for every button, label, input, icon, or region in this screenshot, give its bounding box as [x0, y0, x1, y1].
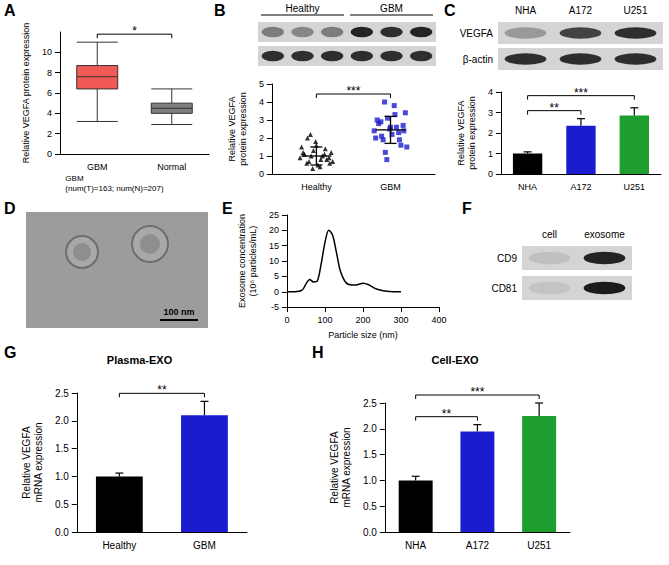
- svg-text:Relative VEGFA: Relative VEGFA: [21, 426, 32, 499]
- svg-text:exosome: exosome: [584, 229, 625, 240]
- svg-text:D: D: [4, 200, 16, 217]
- svg-text:0: 0: [259, 169, 264, 179]
- svg-text:Particle size (nm): Particle size (nm): [328, 330, 398, 340]
- svg-text:***: ***: [346, 84, 360, 98]
- svg-text:C: C: [444, 2, 456, 19]
- svg-text:0.5: 0.5: [55, 499, 69, 510]
- svg-text:5: 5: [274, 271, 279, 281]
- svg-text:25: 25: [269, 210, 279, 220]
- svg-text:Relative VEGFA: Relative VEGFA: [227, 96, 237, 161]
- svg-text:NHA: NHA: [405, 540, 426, 551]
- svg-text:200: 200: [355, 315, 370, 325]
- svg-text:10: 10: [42, 47, 52, 57]
- svg-text:1.0: 1.0: [55, 471, 69, 482]
- svg-text:0.5: 0.5: [363, 501, 377, 512]
- svg-text:15: 15: [269, 241, 279, 251]
- svg-text:400: 400: [431, 315, 446, 325]
- svg-text:8: 8: [47, 68, 52, 78]
- svg-text:GBM: GBM: [87, 162, 108, 172]
- svg-text:***: ***: [574, 86, 588, 100]
- svg-text:CD9: CD9: [497, 253, 517, 264]
- svg-text:mRNA expression: mRNA expression: [341, 427, 352, 507]
- svg-text:2: 2: [47, 129, 52, 139]
- svg-text:cell: cell: [542, 229, 557, 240]
- svg-text:NHA: NHA: [515, 5, 536, 16]
- svg-text:A172: A172: [569, 5, 593, 16]
- svg-text:2.0: 2.0: [55, 415, 69, 426]
- svg-text:protein expression: protein expression: [467, 96, 477, 170]
- svg-text:0: 0: [47, 149, 52, 159]
- svg-text:**: **: [157, 383, 167, 397]
- svg-text:mRNA expression: mRNA expression: [33, 422, 44, 502]
- svg-text:B: B: [214, 2, 226, 19]
- svg-text:10: 10: [269, 256, 279, 266]
- svg-text:2: 2: [488, 128, 493, 138]
- svg-text:100 nm: 100 nm: [163, 307, 194, 317]
- svg-text:20: 20: [269, 225, 279, 235]
- svg-text:Relative VEGFA protein express: Relative VEGFA protein expression: [21, 23, 31, 164]
- svg-text:Cell-EXO: Cell-EXO: [431, 354, 479, 366]
- svg-text:(10⁶ particles/mL): (10⁶ particles/mL): [248, 226, 258, 297]
- svg-text:A172: A172: [466, 540, 490, 551]
- svg-text:Relative VEGFA: Relative VEGFA: [456, 100, 466, 165]
- svg-text:GBM: GBM: [380, 3, 403, 14]
- svg-text:0.0: 0.0: [363, 527, 377, 538]
- svg-text:**: **: [550, 101, 560, 115]
- svg-text:3: 3: [259, 115, 264, 125]
- svg-text:Healthy: Healthy: [301, 182, 332, 192]
- svg-text:1.0: 1.0: [363, 475, 377, 486]
- svg-text:***: ***: [470, 385, 484, 399]
- svg-text:6: 6: [47, 88, 52, 98]
- svg-text:1.5: 1.5: [55, 443, 69, 454]
- svg-text:GBM: GBM: [65, 174, 84, 183]
- svg-text:Exosome concentration: Exosome concentration: [237, 214, 247, 308]
- svg-text:0: 0: [284, 315, 289, 325]
- svg-text:Healthy: Healthy: [102, 540, 136, 551]
- svg-text:A: A: [4, 2, 16, 19]
- svg-text:0: 0: [274, 287, 279, 297]
- svg-text:4: 4: [47, 108, 52, 118]
- svg-text:0.0: 0.0: [55, 527, 69, 538]
- svg-text:1: 1: [259, 151, 264, 161]
- svg-text:1.5: 1.5: [363, 449, 377, 460]
- svg-text:0: 0: [488, 169, 493, 179]
- svg-text:3: 3: [488, 108, 493, 118]
- svg-text:2: 2: [259, 133, 264, 143]
- svg-text:300: 300: [393, 315, 408, 325]
- svg-text:100: 100: [317, 315, 332, 325]
- svg-text:-5: -5: [271, 302, 279, 312]
- svg-text:4: 4: [259, 97, 264, 107]
- svg-text:Healthy: Healthy: [286, 3, 320, 14]
- svg-text:5: 5: [259, 79, 264, 89]
- svg-text:2.0: 2.0: [363, 423, 377, 434]
- svg-text:A172: A172: [570, 182, 591, 192]
- svg-text:**: **: [442, 407, 452, 421]
- svg-text:G: G: [4, 344, 16, 361]
- svg-text:GBM: GBM: [193, 540, 216, 551]
- svg-text:U251: U251: [624, 5, 648, 16]
- svg-text:protein expression: protein expression: [238, 92, 248, 166]
- svg-text:F: F: [462, 200, 472, 217]
- svg-text:VEGFA: VEGFA: [460, 28, 494, 39]
- svg-text:GBM: GBM: [380, 182, 401, 192]
- svg-text:Relative VEGFA: Relative VEGFA: [329, 431, 340, 504]
- svg-text:Normal: Normal: [157, 162, 186, 172]
- svg-text:NHA: NHA: [518, 182, 537, 192]
- svg-text:2.5: 2.5: [55, 388, 69, 399]
- svg-text:U251: U251: [527, 540, 551, 551]
- svg-text:*: *: [132, 24, 137, 38]
- svg-text:2.5: 2.5: [363, 398, 377, 409]
- svg-text:E: E: [222, 200, 233, 217]
- svg-text:U251: U251: [624, 182, 646, 192]
- svg-text:CD81: CD81: [491, 283, 517, 294]
- svg-text:β-actin: β-actin: [463, 54, 493, 65]
- svg-text:4: 4: [488, 87, 493, 97]
- svg-text:1: 1: [488, 149, 493, 159]
- svg-text:Plasma-EXO: Plasma-EXO: [107, 354, 173, 366]
- svg-text:(num(T)=163; num(N)=207): (num(T)=163; num(N)=207): [65, 184, 164, 193]
- svg-text:H: H: [312, 344, 324, 361]
